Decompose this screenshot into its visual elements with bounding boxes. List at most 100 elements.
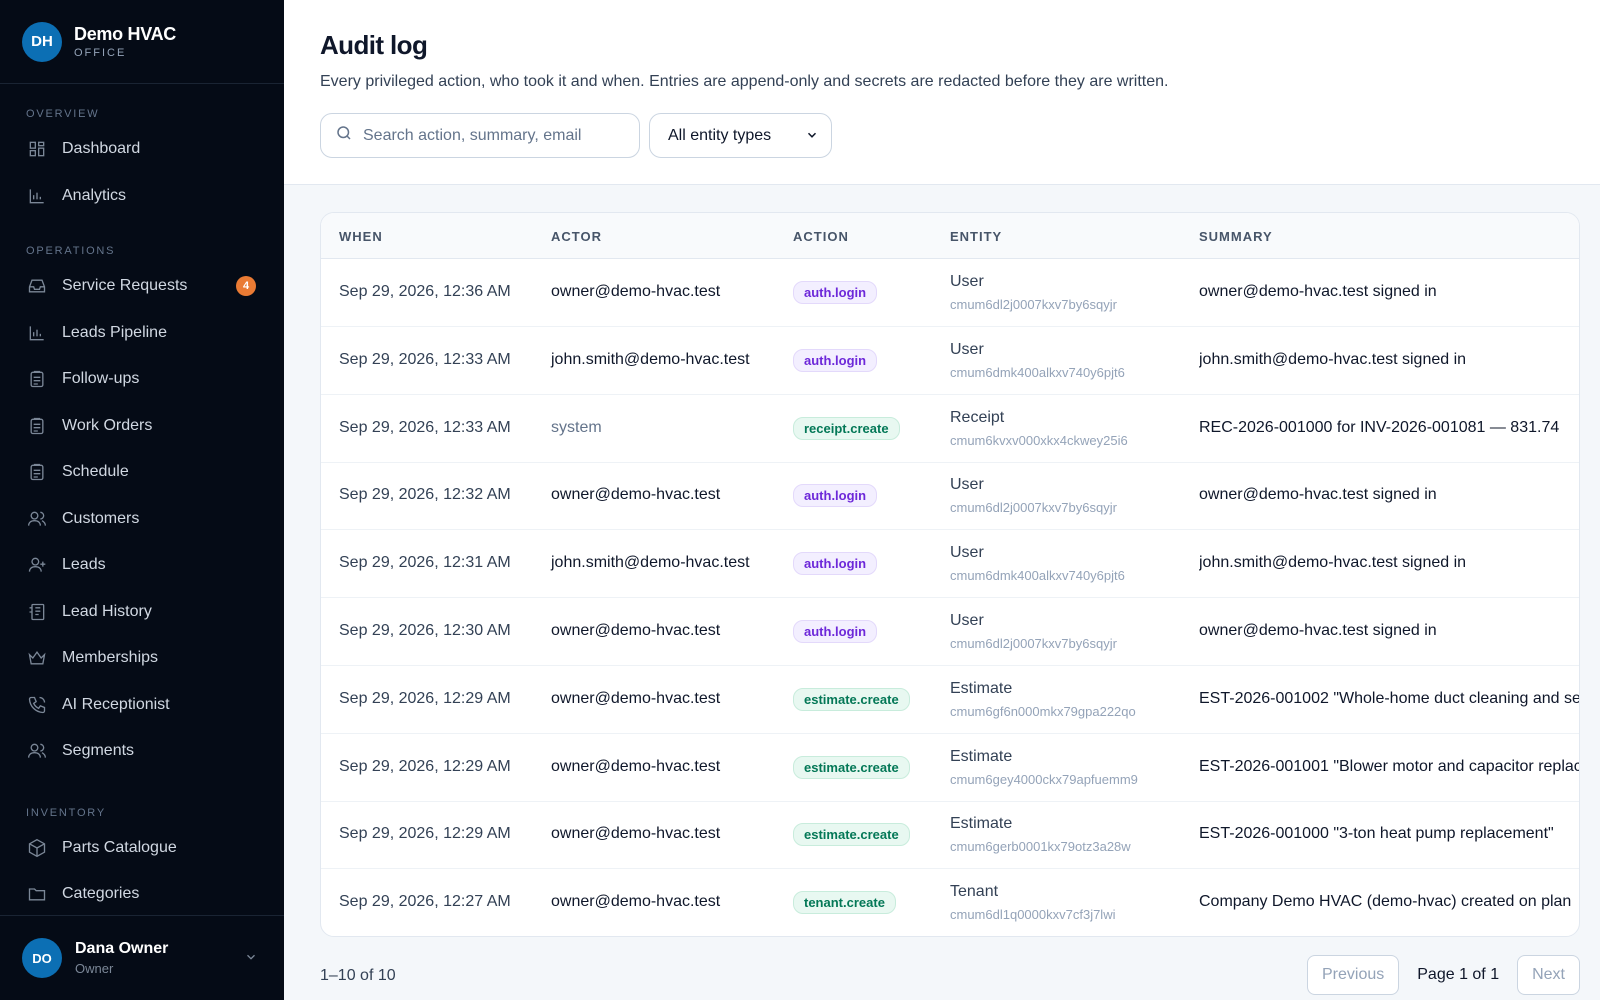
table-row[interactable]: Sep 29, 2026, 12:27 AM owner@demo-hvac.te…	[321, 869, 1579, 936]
chevron-down-icon[interactable]	[244, 950, 258, 969]
cell-entity-type: User	[950, 340, 984, 358]
cell-summary: EST-2026-001001 "Blower motor and capaci…	[1199, 757, 1580, 775]
brand[interactable]: DH Demo HVAC OFFICE	[0, 0, 284, 84]
sidebar-item-schedule[interactable]: Schedule	[0, 449, 284, 496]
page-description: Every privileged action, who took it and…	[320, 73, 1169, 90]
cell-entity-id: cmum6dl2j0007kxv7by6sqyjr	[950, 297, 1117, 312]
sidebar-item-label: Lead History	[62, 602, 152, 620]
sidebar-section-label: OPERATIONS	[26, 245, 116, 257]
sidebar-item-dashboard[interactable]: Dashboard	[0, 126, 284, 173]
sidebar-item-label: Service Requests	[62, 277, 188, 295]
cell-summary: REC-2026-001000 for INV-2026-001081 — 83…	[1199, 418, 1560, 436]
cell-when: Sep 29, 2026, 12:29 AM	[339, 689, 511, 707]
result-count: 1–10 of 10	[320, 967, 396, 984]
users-icon	[27, 741, 47, 761]
sidebar-item-label: Leads	[62, 556, 106, 574]
column-header-action[interactable]: ACTION	[793, 229, 849, 244]
cell-when: Sep 29, 2026, 12:31 AM	[339, 554, 511, 572]
cell-entity-id: cmum6dmk400alkxv740y6pjt6	[950, 364, 1125, 380]
main: Audit log Every privileged action, who t…	[284, 0, 1600, 1000]
table-header: WHEN ACTOR ACTION ENTITY SUMMARY	[321, 213, 1579, 259]
table-row[interactable]: Sep 29, 2026, 12:29 AM owner@demo-hvac.te…	[321, 801, 1579, 870]
table-row[interactable]: Sep 29, 2026, 12:33 AM system receipt.crea…	[321, 395, 1579, 463]
sidebar-item-follow-ups[interactable]: Follow-ups	[0, 356, 284, 403]
table-row[interactable]: Sep 29, 2026, 12:30 AM owner@demo-hvac.te…	[321, 598, 1579, 666]
folder-icon	[27, 884, 47, 904]
clipboard-icon	[27, 416, 47, 436]
action-badge: receipt.create	[793, 416, 900, 440]
cell-actor: system	[551, 418, 602, 436]
search-input[interactable]	[363, 126, 623, 145]
sidebar-item-ai-receptionist[interactable]: AI Receptionist	[0, 682, 284, 729]
cell-when: Sep 29, 2026, 12:27 AM	[339, 893, 511, 911]
sidebar-item-customers[interactable]: Customers	[0, 496, 284, 543]
action-badge: estimate.create	[793, 755, 910, 779]
next-button[interactable]: Next	[1517, 955, 1580, 995]
cell-summary: john.smith@demo-hvac.test signed in	[1199, 554, 1467, 572]
sidebar-item-lead-history[interactable]: Lead History	[0, 589, 284, 636]
table-row[interactable]: Sep 29, 2026, 12:33 AM john.smith@demo-hv…	[321, 327, 1579, 395]
search-box[interactable]	[320, 113, 640, 158]
cell-entity-id: cmum6gf6n000mkx79gpa222qo	[950, 703, 1136, 719]
action-badge: auth.login	[793, 281, 878, 304]
sidebar-item-label: Customers	[62, 509, 140, 527]
sidebar-item-label: Schedule	[62, 463, 129, 481]
column-header-summary[interactable]: SUMMARY	[1199, 229, 1273, 244]
cell-summary: owner@demo-hvac.test signed in	[1199, 622, 1437, 639]
sidebar-item-leads[interactable]: Leads	[0, 542, 284, 589]
sidebar-item-service-requests[interactable]: Service Requests 4	[0, 263, 284, 310]
grid-icon	[27, 139, 47, 159]
entity-type-select[interactable]: All entity types	[649, 113, 832, 158]
column-header-when[interactable]: WHEN	[339, 229, 383, 244]
action-badge: estimate.create	[793, 823, 910, 847]
user-menu[interactable]: DO Dana Owner Owner	[0, 915, 284, 1000]
cell-entity-type: User	[950, 476, 984, 494]
column-header-entity[interactable]: ENTITY	[950, 229, 1003, 244]
cell-summary: john.smith@demo-hvac.test signed in	[1199, 350, 1467, 368]
chevron-down-icon	[805, 128, 819, 147]
cell-entity-id: cmum6dl2j0007kxv7by6sqyjr	[950, 636, 1117, 651]
cell-summary: Company Demo HVAC (demo-hvac) created on…	[1199, 893, 1572, 911]
column-header-actor[interactable]: ACTOR	[551, 229, 602, 244]
cell-entity-type: Receipt	[950, 408, 1005, 426]
sidebar-item-label: Follow-ups	[62, 370, 140, 388]
sidebar-section-label: OVERVIEW	[26, 108, 100, 120]
previous-button[interactable]: Previous	[1307, 955, 1400, 995]
history-icon	[27, 602, 47, 622]
sidebar-item-segments[interactable]: Segments	[0, 728, 284, 775]
cell-when: Sep 29, 2026, 12:36 AM	[339, 283, 511, 300]
page-header: Audit log Every privileged action, who t…	[284, 0, 1600, 185]
search-icon	[335, 124, 353, 147]
action-badge: auth.login	[793, 620, 878, 643]
cell-summary: owner@demo-hvac.test signed in	[1199, 283, 1437, 300]
sidebar-item-analytics[interactable]: Analytics	[0, 173, 284, 220]
table-row[interactable]: Sep 29, 2026, 12:36 AM owner@demo-hvac.te…	[321, 259, 1579, 327]
cell-actor: owner@demo-hvac.test	[551, 622, 721, 639]
sidebar-item-work-orders[interactable]: Work Orders	[0, 403, 284, 450]
pagination: 1–10 of 10 Previous Page 1 of 1 Next	[320, 955, 1580, 997]
cell-summary: EST-2026-001002 "Whole-home duct cleanin…	[1199, 689, 1580, 707]
user-name: Dana Owner	[75, 940, 169, 957]
table-row[interactable]: Sep 29, 2026, 12:31 AM john.smith@demo-hv…	[321, 530, 1579, 599]
sidebar-item-label: Leads Pipeline	[62, 323, 167, 341]
table-row[interactable]: Sep 29, 2026, 12:29 AM owner@demo-hvac.te…	[321, 734, 1580, 802]
clipboard-icon	[27, 462, 47, 482]
sidebar-item-leads-pipeline[interactable]: Leads Pipeline	[0, 310, 284, 357]
sidebar-item-memberships[interactable]: Memberships	[0, 635, 284, 682]
sidebar-item-parts-catalogue[interactable]: Parts Catalogue	[0, 825, 284, 872]
sidebar-item-label: Work Orders	[62, 416, 153, 434]
entity-type-value: All entity types	[668, 126, 772, 144]
cell-entity-type: Estimate	[950, 679, 1013, 697]
table-row[interactable]: Sep 29, 2026, 12:29 AM owner@demo-hvac.te…	[321, 666, 1580, 734]
brand-sub: OFFICE	[74, 47, 127, 59]
cell-entity-type: User	[950, 544, 984, 562]
cell-entity-type: Estimate	[950, 815, 1013, 833]
page-title: Audit log	[320, 30, 428, 60]
sidebar-item-label: Analytics	[62, 186, 127, 204]
sidebar-item-categories[interactable]: Categories	[0, 871, 284, 914]
table-row[interactable]: Sep 29, 2026, 12:32 AM owner@demo-hvac.te…	[321, 462, 1579, 531]
sidebar-item-label: Dashboard	[62, 140, 141, 158]
cell-actor: john.smith@demo-hvac.test	[551, 554, 750, 572]
cell-actor: owner@demo-hvac.test	[551, 689, 721, 707]
bar-chart-icon	[27, 323, 47, 343]
